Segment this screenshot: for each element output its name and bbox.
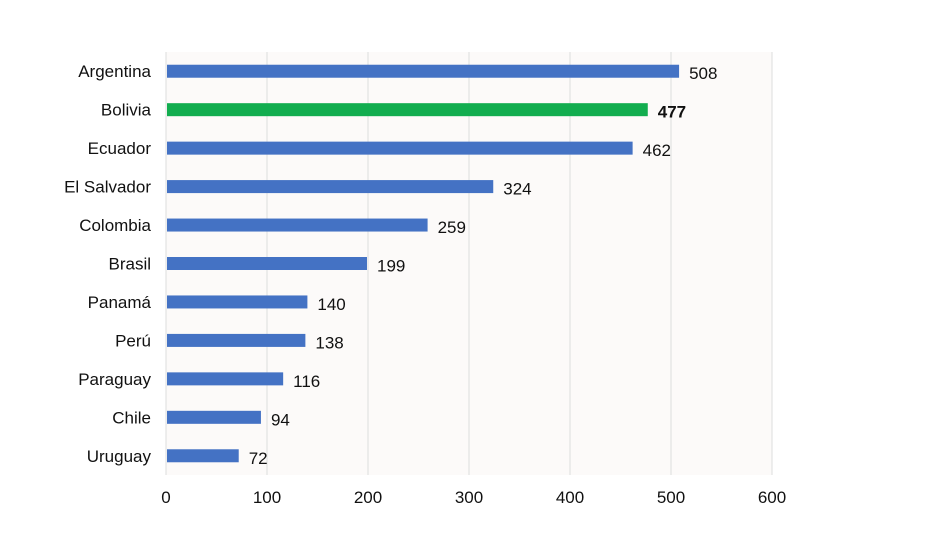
data-label: 477 (658, 103, 686, 122)
y-tick-label: Paraguay (78, 370, 151, 389)
data-label: 72 (249, 449, 268, 468)
bar (167, 103, 648, 117)
y-tick-label: Ecuador (88, 139, 152, 158)
y-tick-label: El Salvador (64, 178, 151, 197)
labels: 0 100 200 300 400 500 600 Argentina 508 Bolivia 47… (64, 62, 786, 507)
x-tick-label: 400 (556, 488, 584, 507)
data-label: 116 (293, 372, 320, 391)
x-tick-label: 300 (455, 488, 483, 507)
bar (167, 218, 428, 232)
bars (167, 64, 680, 463)
bar (167, 180, 494, 194)
data-label: 94 (271, 410, 290, 429)
y-tick-label: Chile (112, 408, 151, 427)
x-tick-label: 0 (161, 488, 170, 507)
y-tick-label: Colombia (79, 216, 151, 235)
y-tick-label: Uruguay (87, 447, 152, 466)
data-label: 324 (503, 180, 531, 199)
y-tick-label: Brasil (108, 255, 151, 274)
bar (167, 333, 306, 347)
x-tick-label: 600 (758, 488, 786, 507)
data-label: 259 (438, 218, 466, 237)
x-tick-label: 500 (657, 488, 685, 507)
data-label: 138 (315, 333, 343, 352)
bar (167, 141, 633, 155)
bar (167, 372, 284, 386)
bar (167, 410, 261, 424)
y-tick-label: Bolivia (101, 101, 152, 120)
data-label: 199 (377, 257, 405, 276)
bar (167, 64, 680, 78)
y-tick-label: Argentina (78, 62, 151, 81)
data-label: 140 (317, 295, 345, 314)
y-tick-label: Panamá (88, 293, 152, 312)
bar (167, 257, 367, 270)
bar (167, 295, 308, 309)
x-tick-label: 200 (354, 488, 382, 507)
data-label: 462 (643, 141, 671, 160)
data-label: 508 (689, 64, 717, 83)
x-tick-label: 100 (253, 488, 281, 507)
y-tick-label: Perú (115, 331, 151, 350)
bar (167, 449, 239, 463)
